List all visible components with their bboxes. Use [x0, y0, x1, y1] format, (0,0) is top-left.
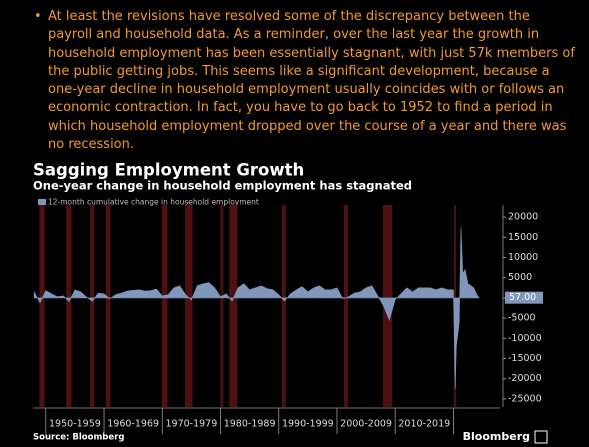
source: Source: Bloomberg [33, 433, 124, 443]
recession-band [161, 205, 168, 407]
recession-band [90, 205, 95, 407]
recession-band [184, 205, 193, 407]
brand: Bloomberg [463, 430, 530, 443]
y-tick-label: 15000 [508, 232, 538, 243]
legend-label: 12-month cumulative change in household … [48, 198, 259, 207]
recession-band [105, 205, 111, 407]
x-tick-label: 1990-1999 [282, 419, 334, 430]
x-tick-label: 2010-2019 [398, 419, 450, 430]
recession-band [220, 205, 224, 407]
current-value-tag [505, 291, 543, 304]
chart-title: Sagging Employment Growth [33, 161, 304, 180]
recession-band [229, 205, 238, 407]
y-tick-label: 20000 [508, 212, 538, 223]
legend-swatch [38, 199, 46, 205]
chart-subtitle: One-year change in household employment … [33, 179, 412, 193]
area [33, 227, 480, 389]
x-tick-label: 1970-1979 [165, 419, 217, 430]
recession-band [343, 205, 349, 407]
brand-icon [534, 430, 548, 444]
x-tick-label: 1950-1959 [49, 419, 101, 430]
x-tick-label: 1980-1989 [224, 419, 276, 430]
x-tick-label: 2000-2009 [340, 419, 392, 430]
y-tick-label: 5000 [508, 272, 532, 283]
y-tick-label: -20000 [508, 373, 542, 384]
y-tick-label: -5000 [508, 313, 536, 324]
y-tick-label: -25000 [508, 393, 542, 404]
x-tick-label: 1960-1969 [107, 419, 159, 430]
bullet-text: At least the revisions have resolved som… [34, 8, 578, 154]
recession-band [281, 205, 286, 407]
recession-band [39, 205, 45, 407]
y-tick-label: -10000 [508, 333, 542, 344]
recession-band [66, 205, 72, 407]
y-tick-label: 10000 [508, 252, 538, 263]
y-tick-label: -15000 [508, 353, 542, 364]
current-value-label: 57.00 [509, 292, 536, 303]
